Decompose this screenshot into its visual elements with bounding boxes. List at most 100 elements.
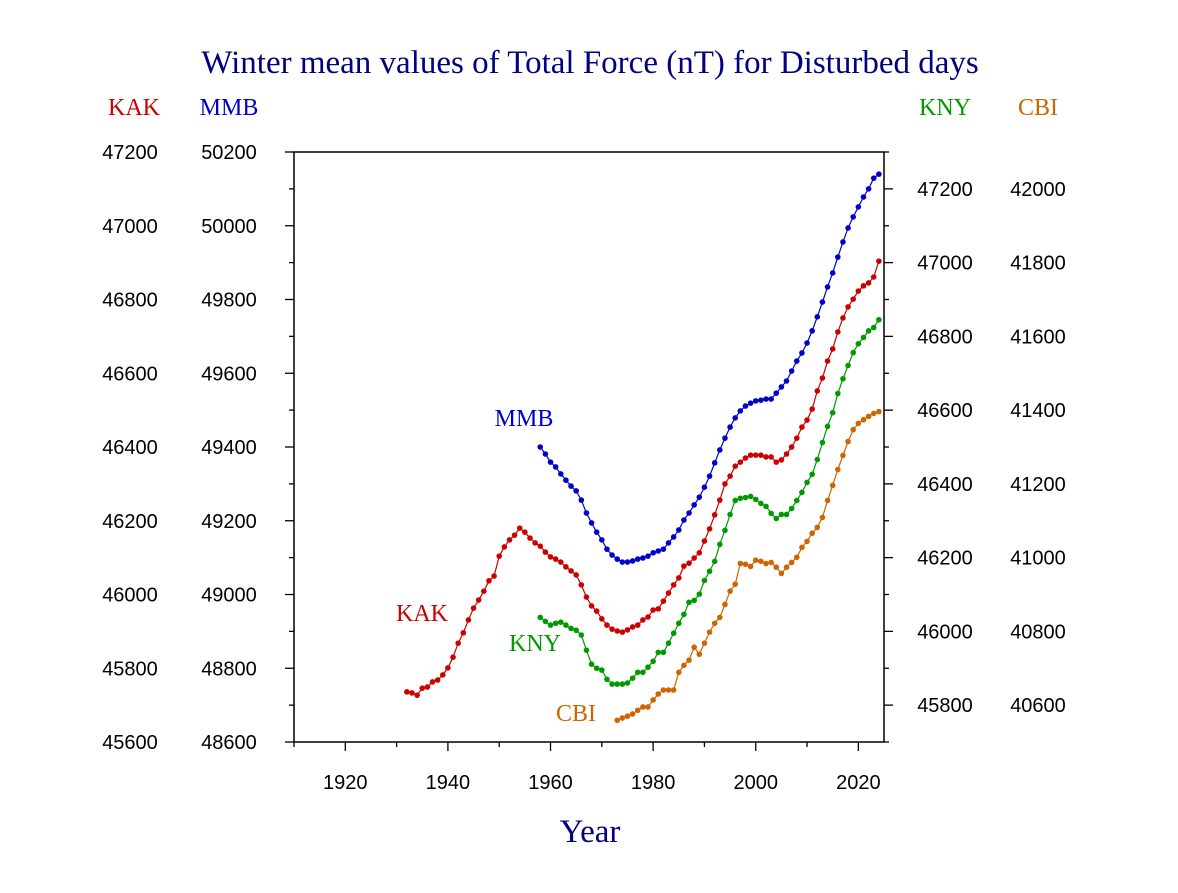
data-point-cbi — [768, 559, 774, 566]
data-point-cbi — [855, 420, 862, 427]
data-point-cbi — [814, 524, 821, 531]
data-point-mmb — [588, 520, 595, 526]
data-point-kny — [840, 375, 846, 382]
data-point-kak — [470, 605, 477, 611]
data-point-mmb — [876, 171, 882, 177]
data-point-kny — [634, 669, 641, 676]
data-point-kny — [722, 527, 728, 534]
data-point-kny — [665, 640, 672, 646]
data-point-kny — [814, 456, 821, 463]
y-tick-label-mmb: 48600 — [201, 732, 257, 754]
data-point-mmb — [660, 546, 667, 552]
data-point-mmb — [701, 484, 708, 490]
data-point-kak — [481, 588, 487, 594]
data-point-cbi — [876, 408, 882, 415]
data-point-kak — [717, 497, 723, 503]
data-point-mmb — [768, 396, 774, 402]
y-tick-label-cbi: 41600 — [1010, 326, 1066, 348]
data-point-kny — [578, 632, 585, 638]
data-point-kak — [691, 555, 697, 561]
data-point-kny — [855, 340, 862, 347]
data-point-kny — [619, 681, 626, 687]
data-point-kny — [793, 497, 800, 504]
series-line-kak — [406, 260, 880, 696]
x-tick-label: 1940 — [426, 772, 471, 794]
data-point-mmb — [547, 459, 554, 465]
data-point-kny — [675, 620, 682, 627]
data-point-mmb — [855, 204, 862, 210]
data-point-kny — [624, 680, 631, 686]
data-point-mmb — [727, 424, 733, 430]
data-point-kny — [629, 675, 636, 682]
data-point-kny — [768, 510, 774, 517]
data-point-mmb — [665, 540, 672, 546]
y-tick-label-kny: 46800 — [917, 326, 973, 348]
data-point-kak — [793, 435, 800, 441]
data-point-kak — [527, 535, 533, 541]
data-point-mmb — [681, 517, 687, 523]
data-point-cbi — [778, 570, 785, 577]
data-point-kak — [516, 525, 523, 531]
y-tick-label-kny: 46000 — [917, 621, 973, 643]
data-point-kny — [686, 599, 692, 606]
data-point-cbi — [763, 560, 769, 567]
data-point-mmb — [691, 502, 697, 508]
data-point-mmb — [599, 537, 605, 543]
data-point-mmb — [804, 340, 810, 346]
data-point-cbi — [727, 588, 733, 594]
data-point-kny — [583, 647, 590, 653]
data-point-cbi — [624, 713, 631, 719]
data-point-kak — [870, 274, 877, 280]
data-point-kny — [758, 500, 764, 507]
plot-frame — [293, 151, 885, 743]
y-tick-label-kak: 47200 — [102, 142, 158, 164]
data-point-mmb — [717, 447, 723, 453]
y-tick-label-kak: 46600 — [102, 363, 158, 385]
data-point-mmb — [793, 358, 800, 364]
data-point-kak — [783, 451, 790, 457]
data-point-kak — [522, 529, 528, 535]
data-point-kak — [814, 388, 821, 394]
axes: 1920 1940 1960 1980 2000 2020 45600 45800 46000 4… — [102, 142, 1066, 794]
data-point-kak — [573, 572, 579, 578]
data-point-kak — [445, 665, 451, 671]
data-point-kak — [404, 689, 410, 695]
data-point-cbi — [773, 564, 780, 571]
data-point-kny — [670, 630, 677, 637]
data-point-mmb — [552, 464, 559, 470]
data-point-kak — [752, 452, 759, 458]
x-tick-label: 2000 — [733, 772, 778, 794]
data-point-mmb — [634, 556, 641, 562]
data-point-cbi — [865, 413, 872, 420]
data-point-cbi — [758, 558, 764, 565]
data-point-mmb — [850, 214, 857, 220]
data-point-kak — [547, 554, 554, 560]
data-point-cbi — [696, 651, 703, 658]
data-point-kny — [773, 515, 780, 522]
data-point-kny — [727, 511, 733, 518]
data-point-cbi — [752, 557, 759, 564]
data-point-mmb — [609, 552, 615, 558]
data-point-cbi — [619, 715, 626, 721]
data-point-cbi — [742, 561, 749, 568]
data-point-kak — [706, 526, 713, 532]
x-tick-label: 1960 — [528, 772, 573, 794]
data-point-kak — [850, 296, 857, 302]
data-point-kak — [681, 563, 687, 569]
data-point-mmb — [870, 175, 877, 181]
data-point-cbi — [747, 563, 754, 570]
data-point-cbi — [701, 640, 708, 646]
data-point-cbi — [783, 564, 790, 571]
data-point-kny — [563, 622, 569, 628]
data-point-kny — [824, 423, 831, 430]
y-tick-label-kak: 47000 — [102, 216, 158, 238]
data-point-kak — [737, 459, 744, 465]
data-point-mmb — [624, 559, 631, 565]
data-point-mmb — [640, 555, 646, 561]
y-tick-label-mmb: 49800 — [201, 290, 257, 312]
data-point-mmb — [773, 390, 780, 396]
data-point-kak — [778, 457, 785, 463]
data-point-kak — [496, 553, 503, 559]
data-point-cbi — [732, 581, 739, 587]
data-point-kak — [604, 622, 610, 628]
